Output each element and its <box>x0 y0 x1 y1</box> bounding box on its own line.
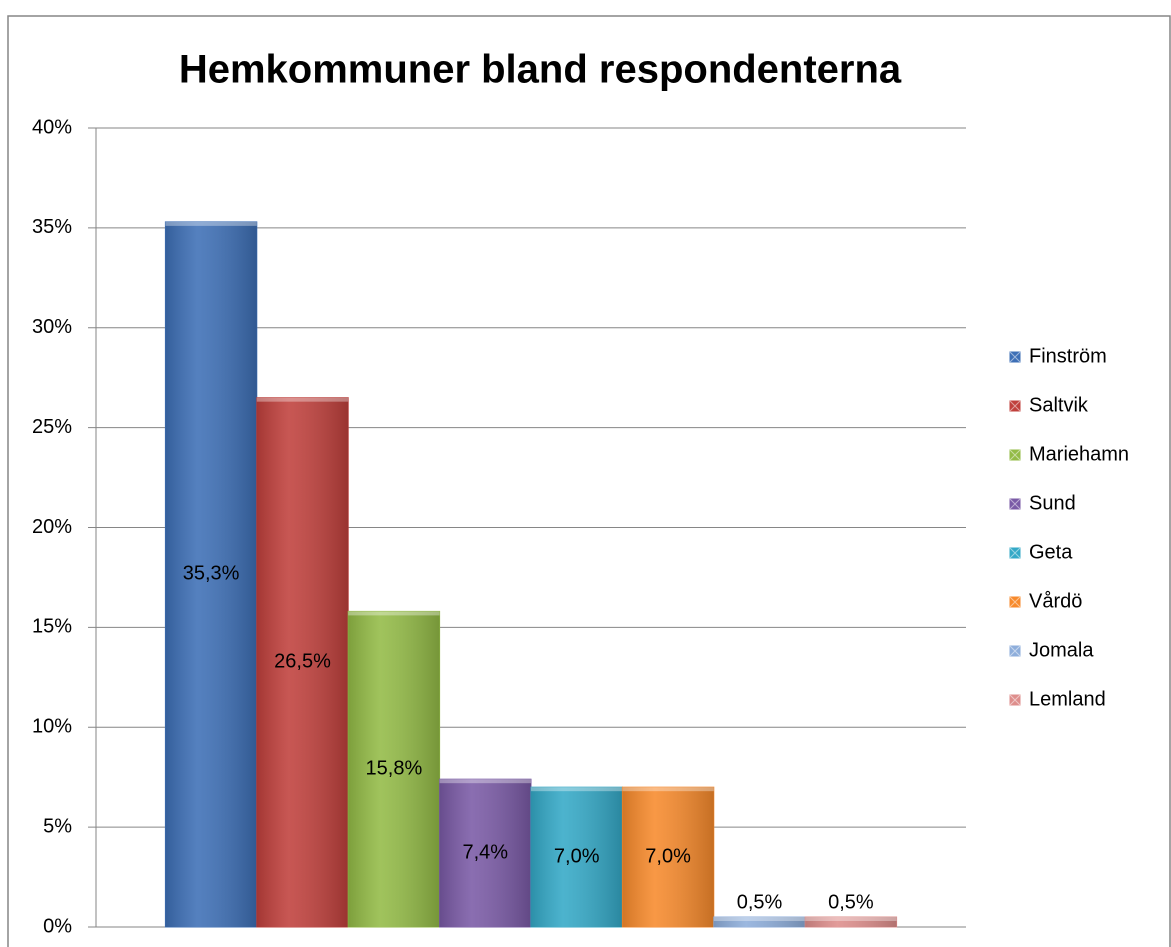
legend-label: Geta <box>1029 541 1073 563</box>
legend-marker-cross <box>1009 547 1021 559</box>
legend-label: Mariehamn <box>1029 443 1129 465</box>
y-tick-label: 20% <box>32 516 72 538</box>
bar-shine <box>622 787 714 927</box>
legend-marker-cross <box>1009 351 1021 363</box>
y-tick-label: 25% <box>32 416 72 438</box>
data-label: 0,5% <box>737 891 783 913</box>
bar-cap <box>439 779 531 784</box>
bar-shine <box>256 397 349 928</box>
legend-marker-cross <box>1009 645 1021 657</box>
bar-shine <box>165 221 257 927</box>
legend-label: Vårdö <box>1029 590 1082 612</box>
bar-shine <box>439 779 531 927</box>
legend-label: Lemland <box>1029 688 1106 710</box>
y-tick-label: 40% <box>32 116 72 138</box>
bar-shine <box>805 917 897 927</box>
legend-label: Saltvik <box>1029 394 1089 416</box>
legend-marker-cross <box>1009 694 1021 706</box>
y-tick-label: 15% <box>32 616 72 638</box>
y-tick-label: 0% <box>43 915 72 937</box>
bar-cap <box>165 221 257 226</box>
chart-title: Hemkommuner bland respondenterna <box>179 48 902 92</box>
legend-label: Jomala <box>1029 639 1094 661</box>
data-label: 26,5% <box>274 651 331 673</box>
bar-shine <box>348 611 440 927</box>
y-tick-label: 5% <box>43 815 72 837</box>
bar-cap <box>348 611 440 616</box>
legend-label: Sund <box>1029 492 1076 514</box>
bar-cap <box>531 787 623 792</box>
data-label: 35,3% <box>183 563 240 585</box>
y-tick-label: 30% <box>32 316 72 338</box>
bar-shine <box>531 787 623 927</box>
legend-marker-cross <box>1009 400 1021 412</box>
bar-cap <box>256 397 349 402</box>
legend-marker-cross <box>1009 449 1021 461</box>
data-label: 7,0% <box>554 845 600 867</box>
data-label: 7,0% <box>645 845 691 867</box>
legend-label: Finström <box>1029 345 1107 367</box>
bar-cap <box>805 917 897 922</box>
legend-marker-cross <box>1009 498 1021 510</box>
y-tick-label: 35% <box>32 216 72 238</box>
legend-marker-cross <box>1009 596 1021 608</box>
data-label: 15,8% <box>366 757 423 779</box>
chart-border <box>7 15 1171 947</box>
data-label: 0,5% <box>828 891 874 913</box>
bar-cap <box>622 787 714 792</box>
data-label: 7,4% <box>463 841 509 863</box>
bar-cap <box>713 917 806 922</box>
y-tick-label: 10% <box>32 716 72 738</box>
bar-shine <box>713 917 806 927</box>
